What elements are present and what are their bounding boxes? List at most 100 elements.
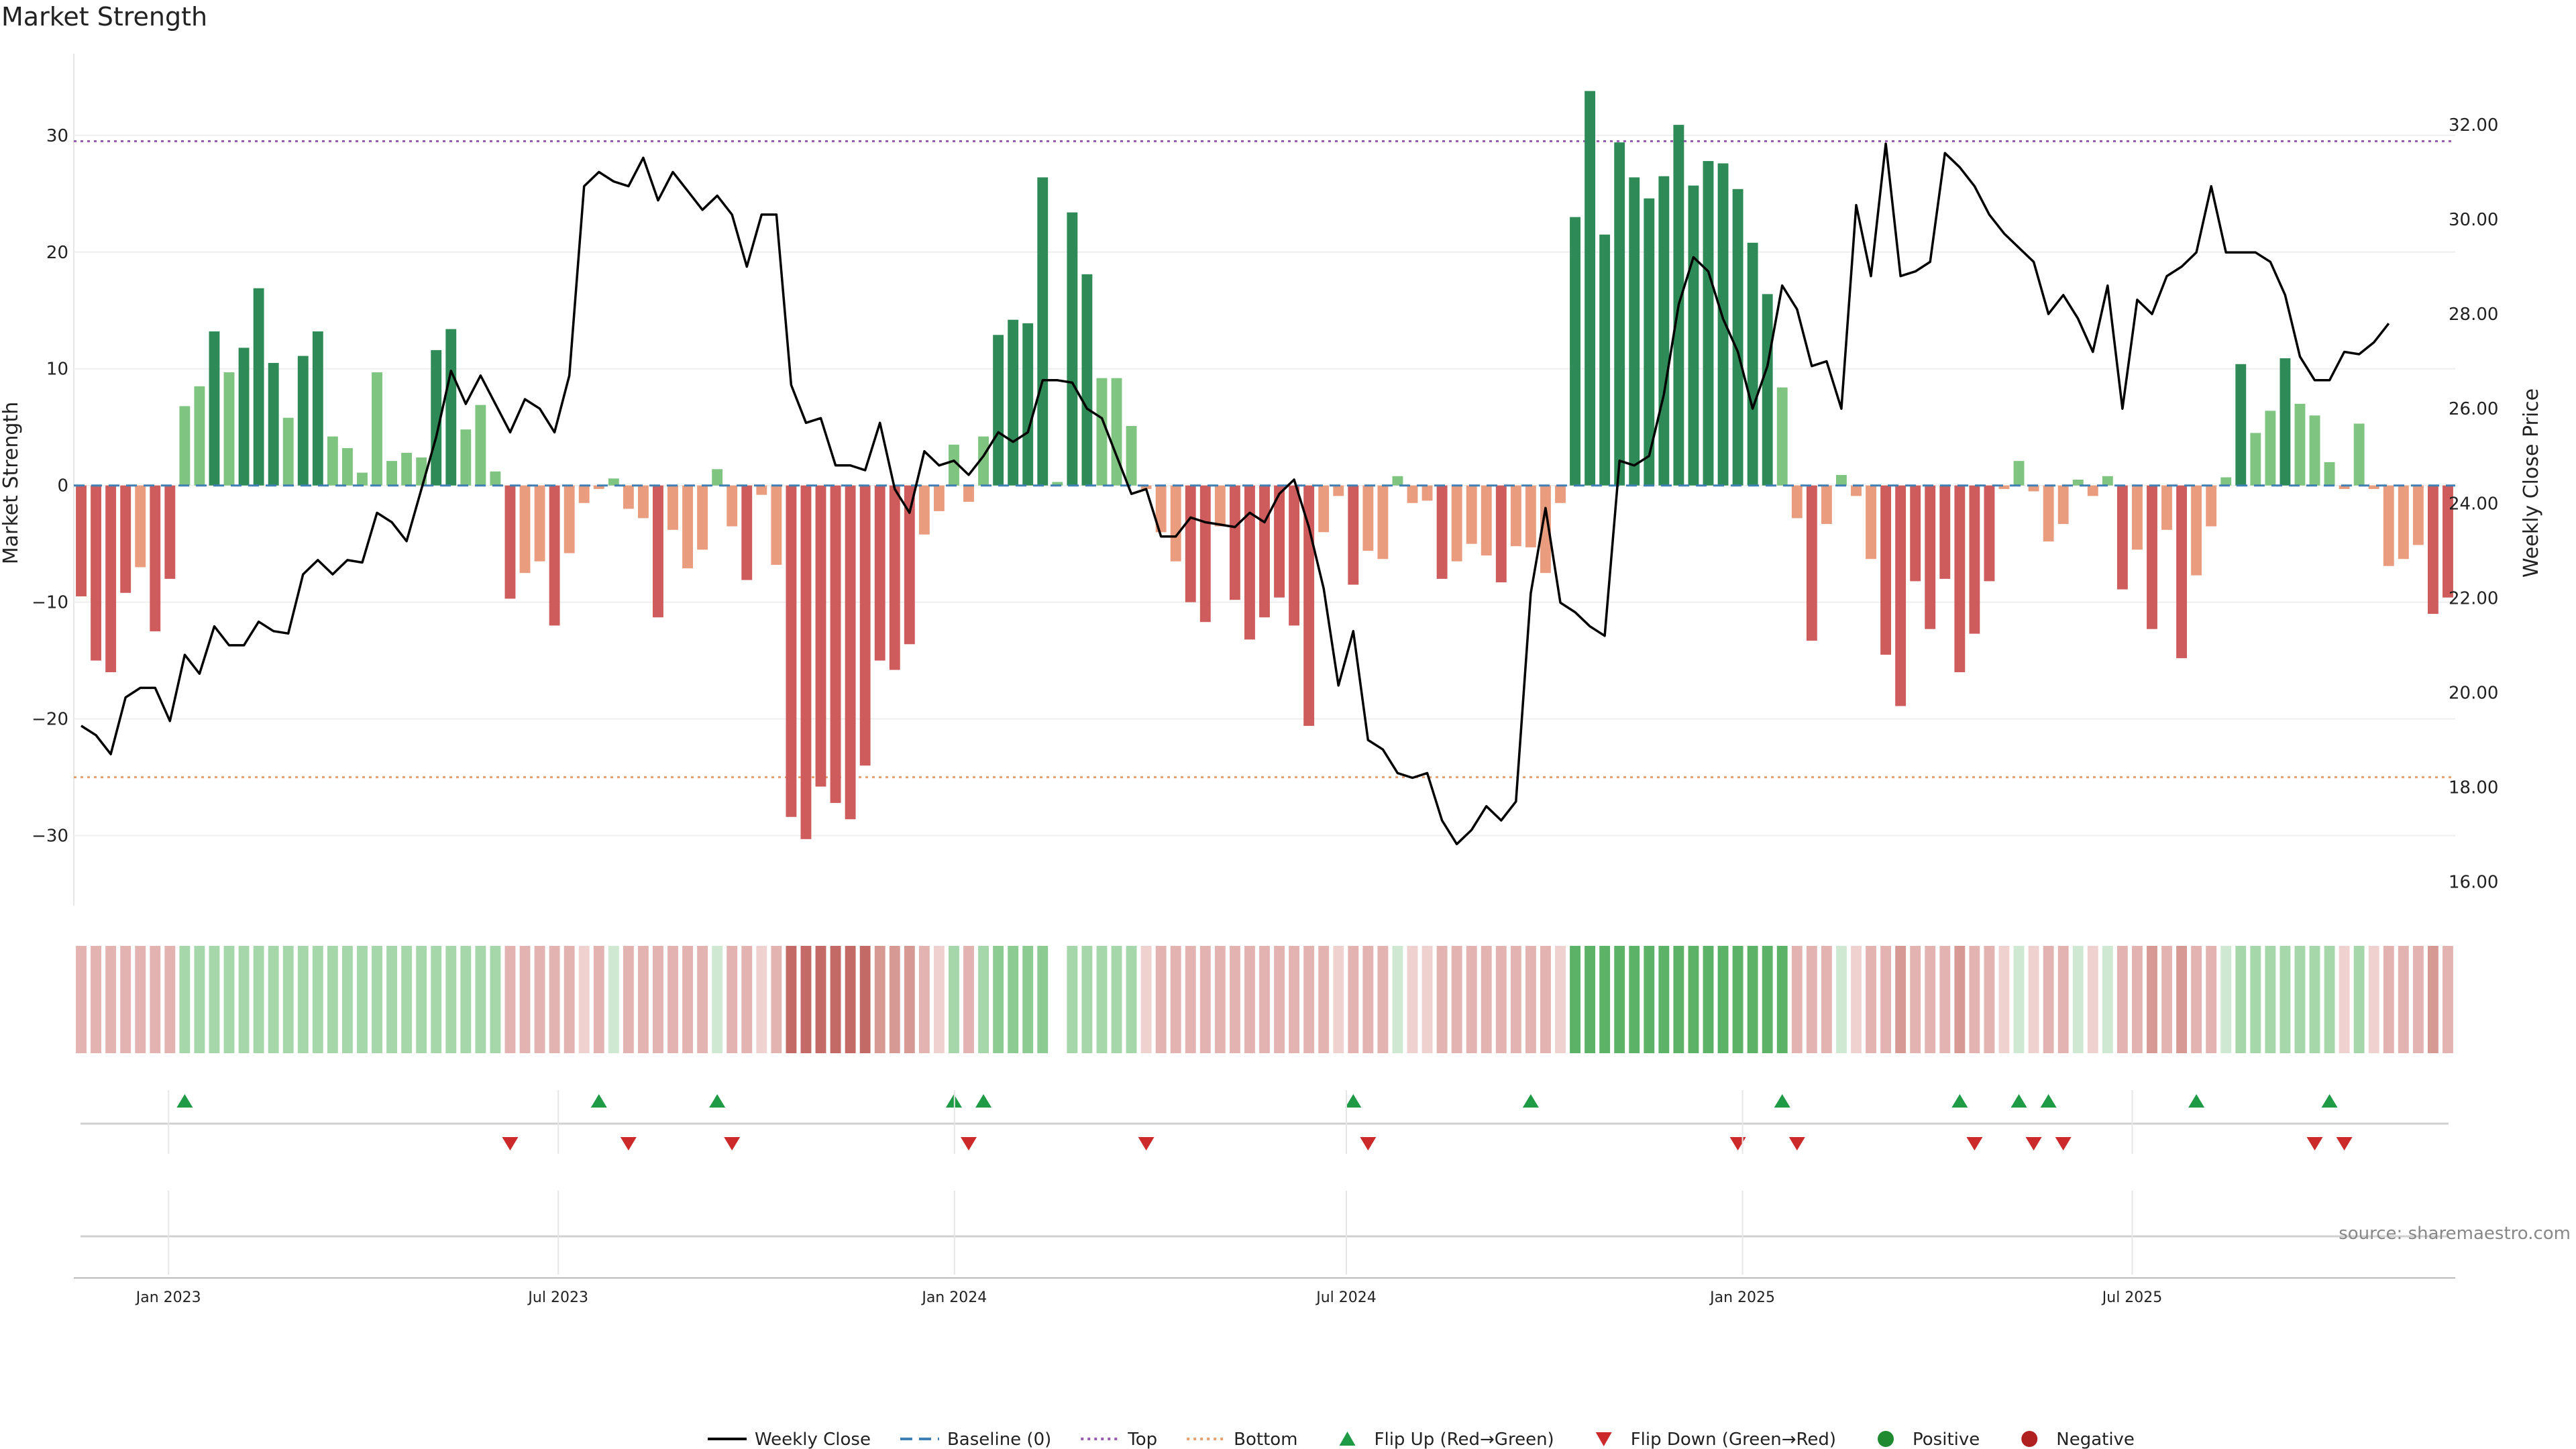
- source-note: source: sharemaestro.com: [2339, 1224, 2571, 1244]
- left-tick-label: −30: [32, 826, 68, 847]
- strength-bar: [1140, 485, 1152, 489]
- strength-bar: [608, 478, 619, 486]
- left-tick-label: −10: [32, 593, 68, 613]
- heatmap-cell: [727, 946, 738, 1053]
- legend-label: Negative: [2056, 1430, 2135, 1449]
- strength-heatmap: [76, 946, 2453, 1053]
- strength-bar: [1998, 485, 2010, 489]
- heatmap-cell: [401, 946, 413, 1053]
- strength-bar: [727, 485, 738, 527]
- left-tick-label: 10: [46, 360, 68, 380]
- flip-up-marker: [975, 1094, 992, 1108]
- right-tick-label: 32.00: [2449, 115, 2498, 136]
- strength-bar: [2235, 364, 2247, 486]
- heatmap-cell: [475, 946, 486, 1053]
- heatmap-cell: [534, 946, 545, 1053]
- strength-bar: [268, 363, 279, 486]
- strength-bar: [2279, 358, 2291, 486]
- heatmap-cell: [504, 946, 516, 1053]
- heatmap-cell: [1570, 946, 1580, 1053]
- legend-item: Top: [1081, 1430, 1157, 1449]
- strength-bar: [534, 485, 545, 561]
- strength-bar: [1599, 234, 1611, 486]
- heatmap-cell: [741, 946, 753, 1053]
- heatmap-cell: [918, 946, 930, 1053]
- heatmap-cell: [949, 946, 959, 1053]
- strength-bar: [2176, 485, 2188, 659]
- heatmap-cell: [1274, 946, 1285, 1053]
- strength-bar: [1318, 485, 1330, 533]
- strength-bar: [223, 372, 235, 486]
- heatmap-cell: [2368, 946, 2379, 1053]
- strength-bar: [1939, 485, 1951, 579]
- heatmap-cell: [1481, 946, 1492, 1053]
- strength-bar: [1747, 242, 1758, 486]
- x-tick-label: Jul 2025: [2101, 1289, 2163, 1306]
- strength-bar: [1703, 161, 1714, 486]
- strength-bar: [282, 417, 294, 486]
- legend-item: Flip Down (Green→Red): [1595, 1430, 1836, 1449]
- heatmap-cell: [2028, 946, 2039, 1053]
- strength-bar: [1274, 485, 1285, 598]
- left-tick-label: −20: [32, 710, 68, 730]
- heatmap-cell: [1599, 946, 1611, 1053]
- strength-bar: [1495, 485, 1507, 583]
- heatmap-cell: [2398, 946, 2409, 1053]
- strength-bar: [978, 436, 989, 486]
- flip-down-marker: [1729, 1137, 1746, 1150]
- strength-bar: [1244, 485, 1255, 640]
- legend: Weekly Close Baseline (0) Top Bottom Flip Up…: [708, 1430, 2135, 1449]
- strength-bar: [209, 331, 220, 486]
- heatmap-cell: [1348, 946, 1359, 1053]
- heatmap-cell: [1762, 946, 1773, 1053]
- right-tick-label: 30.00: [2449, 210, 2498, 230]
- strength-bar: [194, 386, 205, 486]
- strength-bar: [2294, 403, 2306, 486]
- heatmap-cell: [1717, 946, 1729, 1053]
- weekly-close-polyline: [80, 142, 2390, 846]
- flip-up-marker: [1345, 1094, 1362, 1108]
- legend-swatch: [1595, 1432, 1612, 1446]
- heatmap-cell: [2161, 946, 2172, 1053]
- strength-bar: [1776, 387, 1788, 486]
- heatmap-cell: [2043, 946, 2054, 1053]
- legend-item: Baseline (0): [900, 1430, 1051, 1449]
- heatmap-cell: [445, 946, 457, 1053]
- flip-down-marker: [2055, 1137, 2072, 1150]
- strength-bar: [1259, 485, 1270, 618]
- strength-bar: [1717, 163, 1729, 486]
- heatmap-cell: [1555, 946, 1566, 1053]
- heatmap-cell: [712, 946, 723, 1053]
- heatmap-cell: [1614, 946, 1625, 1053]
- right-axis-ticks: 16.00 18.00 20.00 22.00 24.00 26.00 28.00 30.00…: [2449, 115, 2498, 893]
- strength-bar: [1658, 176, 1670, 486]
- right-axis-label: Weekly Close Price: [2520, 388, 2543, 578]
- strength-bar: [549, 485, 560, 626]
- strength-bar: [372, 372, 382, 486]
- strength-bar: [667, 485, 678, 530]
- heatmap-cell: [327, 946, 338, 1053]
- strength-bar: [1229, 485, 1240, 600]
- heatmap-cell: [756, 946, 767, 1053]
- heatmap-cell: [1969, 946, 1980, 1053]
- strength-bar: [786, 485, 797, 817]
- heatmap-cell: [194, 946, 205, 1053]
- strength-bar: [2206, 485, 2217, 527]
- heatmap-cell: [416, 946, 427, 1053]
- heatmap-cell: [549, 946, 560, 1053]
- legend-label: Weekly Close: [755, 1430, 871, 1449]
- strength-bar: [815, 485, 826, 787]
- strength-bar: [637, 485, 649, 519]
- heatmap-cell: [771, 946, 782, 1053]
- strength-bar: [1969, 485, 1980, 634]
- strength-bar: [2250, 433, 2261, 486]
- strength-bar: [963, 485, 974, 502]
- strength-bar: [2324, 462, 2335, 486]
- strength-bar: [1362, 485, 1374, 551]
- heatmap-cell: [238, 946, 250, 1053]
- heatmap-cell: [1229, 946, 1240, 1053]
- heatmap-cell: [608, 946, 619, 1053]
- strength-bar: [2057, 485, 2069, 525]
- heatmap-cell: [1866, 946, 1876, 1053]
